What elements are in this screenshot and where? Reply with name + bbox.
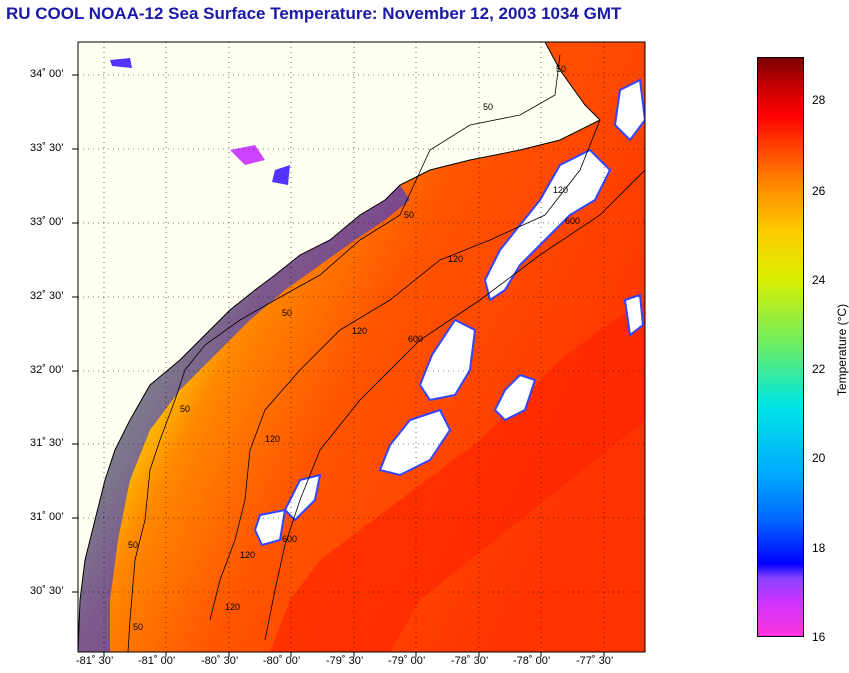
contour-label: 120 <box>448 254 463 264</box>
coastal-cold-band <box>78 185 410 652</box>
cloud-mask <box>283 473 322 522</box>
lat-label: 31˚ 00’ <box>30 511 64 523</box>
inland-lake <box>272 165 290 185</box>
lon-label: -81˚ 30’ <box>76 655 114 667</box>
contour-label: 600 <box>408 334 423 344</box>
temperature-colorbar <box>757 57 804 637</box>
contour-label: 50 <box>556 64 566 74</box>
lat-label: 34˚ 00’ <box>30 68 64 80</box>
cloud-mask <box>623 293 645 337</box>
contour-label: 50 <box>128 540 138 550</box>
lat-label: 33˚ 00’ <box>30 216 64 228</box>
lon-label: -78˚ 30’ <box>451 655 489 667</box>
inland-lake <box>230 145 265 165</box>
contour-label: 50 <box>483 102 493 112</box>
map-title: RU COOL NOAA-12 Sea Surface Temperature:… <box>6 4 622 23</box>
colorbar-tick-label: 16 <box>812 630 826 644</box>
lon-label: -79˚ 30’ <box>326 655 364 667</box>
coastline <box>78 42 601 652</box>
gulf-stream-core <box>270 300 645 652</box>
contour-label: 50 <box>282 308 292 318</box>
colorbar-title: Temperature (°C) <box>835 303 849 397</box>
colorbar-tick-label: 26 <box>812 184 826 198</box>
contour-label: 120 <box>225 602 240 612</box>
contour-label: 600 <box>565 216 580 226</box>
contour-label: 120 <box>240 550 255 560</box>
colorbar-tick-label: 22 <box>812 362 826 376</box>
lon-label: -80˚ 00’ <box>263 655 301 667</box>
contour-label: 600 <box>282 534 297 544</box>
contour-label: 50 <box>133 622 143 632</box>
lat-label: 31˚ 30’ <box>30 437 64 449</box>
contour-label: 120 <box>553 185 568 195</box>
lat-label: 32˚ 00’ <box>30 364 64 376</box>
lat-label: 30˚ 30’ <box>30 585 64 597</box>
cloud-mask <box>253 508 287 547</box>
cloud-mask <box>483 148 612 302</box>
lon-label: -78˚ 00’ <box>513 655 551 667</box>
contour-600m <box>264 169 645 641</box>
lon-label: -81˚ 00’ <box>138 655 176 667</box>
contour-label: 120 <box>265 434 280 444</box>
cloud-mask <box>613 78 645 142</box>
lat-lon-grid <box>78 42 645 652</box>
inland-lake <box>110 58 132 68</box>
colorbar-tick-label: 24 <box>812 273 826 287</box>
contour-120m <box>209 119 601 621</box>
cloud-mask <box>493 373 537 422</box>
lat-label: 33˚ 30’ <box>30 142 64 154</box>
cloud-mask <box>378 408 452 477</box>
map-frame <box>77 41 646 653</box>
axis-ticks <box>72 74 605 657</box>
colorbar-tick-label: 20 <box>812 451 826 465</box>
contour-50m <box>127 54 561 652</box>
colorbar-tick-label: 28 <box>812 93 826 107</box>
cloud-mask <box>418 318 477 402</box>
contour-label: 50 <box>180 404 190 414</box>
lon-label: -80˚ 30’ <box>201 655 239 667</box>
contour-label: 50 <box>404 210 414 220</box>
lon-label: -79˚ 00’ <box>388 655 426 667</box>
lat-label: 32˚ 30’ <box>30 290 64 302</box>
contour-label: 120 <box>352 326 367 336</box>
colorbar-tick-label: 18 <box>812 541 826 555</box>
lon-label: -77˚ 30’ <box>576 655 614 667</box>
